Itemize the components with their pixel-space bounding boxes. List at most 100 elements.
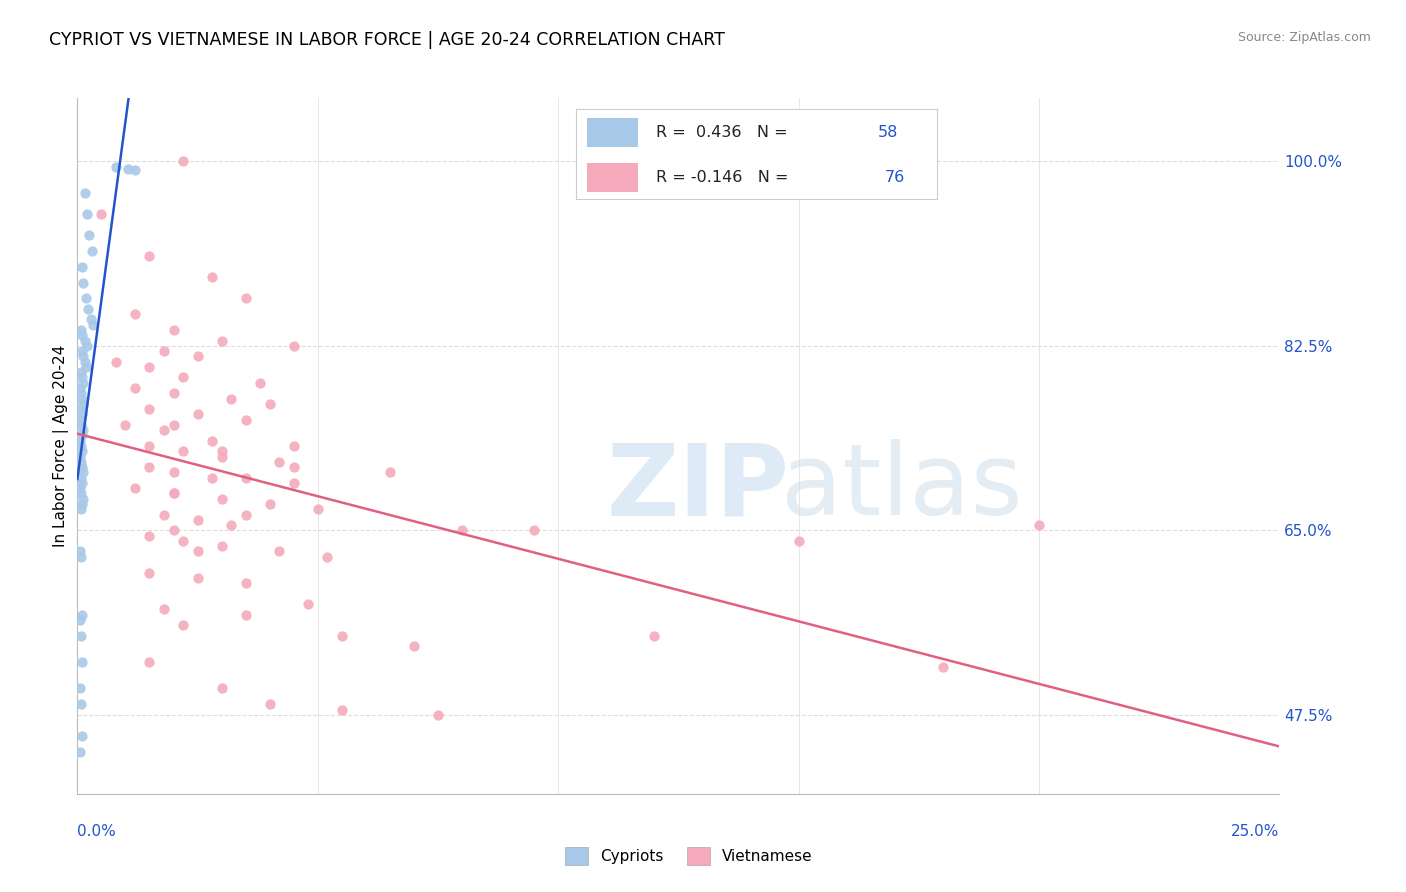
Point: [172, 618, 194, 632]
Point: [162, 323, 184, 337]
Point: [235, 508, 257, 522]
Point: [124, 381, 146, 395]
Point: [70, 370, 93, 384]
Point: [211, 491, 233, 506]
Text: ZIP: ZIP: [606, 439, 789, 536]
Point: [235, 607, 257, 622]
Point: [76, 339, 98, 353]
Point: [69, 544, 91, 558]
Point: [378, 466, 401, 480]
Point: [79, 228, 101, 243]
Point: [451, 524, 474, 538]
Point: [80, 312, 103, 326]
Point: [787, 533, 810, 548]
Point: [259, 497, 281, 511]
Point: [138, 439, 160, 453]
Text: CYPRIOT VS VIETNAMESE IN LABOR FORCE | AGE 20-24 CORRELATION CHART: CYPRIOT VS VIETNAMESE IN LABOR FORCE | A…: [49, 31, 725, 49]
Point: [187, 408, 209, 422]
Point: [70, 444, 93, 458]
Point: [187, 571, 209, 585]
Point: [187, 350, 209, 364]
Point: [73, 186, 96, 200]
Point: [70, 402, 93, 417]
Point: [269, 544, 291, 558]
Point: [235, 470, 257, 484]
Point: [70, 502, 93, 516]
Point: [70, 328, 93, 343]
Point: [162, 486, 184, 500]
Point: [69, 681, 91, 696]
Legend: Cypriots, Vietnamese: Cypriots, Vietnamese: [560, 841, 818, 871]
Point: [70, 729, 93, 743]
Point: [402, 640, 425, 654]
Point: [75, 359, 97, 374]
Point: [259, 698, 281, 712]
Point: [72, 276, 94, 290]
Point: [249, 376, 271, 390]
Point: [211, 334, 233, 348]
Point: [330, 702, 353, 716]
Point: [187, 513, 209, 527]
Point: [72, 376, 94, 390]
Point: [162, 524, 184, 538]
Point: [70, 629, 93, 643]
Point: [70, 475, 93, 490]
Point: [70, 497, 93, 511]
Point: [162, 417, 184, 432]
Point: [211, 444, 233, 458]
Text: 0.0%: 0.0%: [77, 824, 117, 838]
Point: [172, 533, 194, 548]
Point: [82, 318, 104, 332]
Point: [70, 392, 93, 406]
Point: [69, 381, 91, 395]
Point: [72, 423, 94, 437]
Point: [80, 244, 103, 258]
Point: [307, 502, 329, 516]
Point: [69, 412, 91, 426]
Point: [153, 344, 176, 359]
Point: [219, 518, 242, 533]
Point: [70, 655, 93, 669]
Point: [104, 354, 127, 368]
Point: [90, 207, 112, 221]
Point: [201, 470, 224, 484]
Point: [172, 444, 194, 458]
Point: [523, 524, 546, 538]
Point: [77, 301, 100, 316]
Point: [138, 566, 160, 580]
Text: atlas: atlas: [780, 439, 1022, 536]
Point: [70, 323, 93, 337]
Point: [162, 386, 184, 401]
Point: [138, 655, 160, 669]
Point: [211, 681, 233, 696]
Point: [643, 629, 665, 643]
Point: [162, 486, 184, 500]
Point: [70, 386, 93, 401]
Point: [259, 397, 281, 411]
Point: [69, 434, 91, 448]
Point: [269, 455, 291, 469]
Point: [330, 629, 353, 643]
Point: [75, 292, 97, 306]
Point: [70, 365, 93, 379]
Point: [211, 539, 233, 553]
Point: [283, 439, 305, 453]
Point: [153, 602, 176, 616]
Point: [69, 481, 91, 495]
Point: [316, 549, 339, 564]
Point: [70, 549, 93, 564]
Point: [138, 359, 160, 374]
Point: [70, 607, 93, 622]
Point: [72, 397, 94, 411]
Point: [219, 392, 242, 406]
Point: [138, 249, 160, 263]
Point: [76, 207, 98, 221]
Y-axis label: In Labor Force | Age 20-24: In Labor Force | Age 20-24: [53, 345, 69, 547]
Point: [297, 597, 319, 611]
Point: [69, 745, 91, 759]
Text: 25.0%: 25.0%: [1232, 824, 1279, 838]
Point: [73, 354, 96, 368]
Point: [73, 334, 96, 348]
Point: [124, 307, 146, 321]
Point: [124, 481, 146, 495]
